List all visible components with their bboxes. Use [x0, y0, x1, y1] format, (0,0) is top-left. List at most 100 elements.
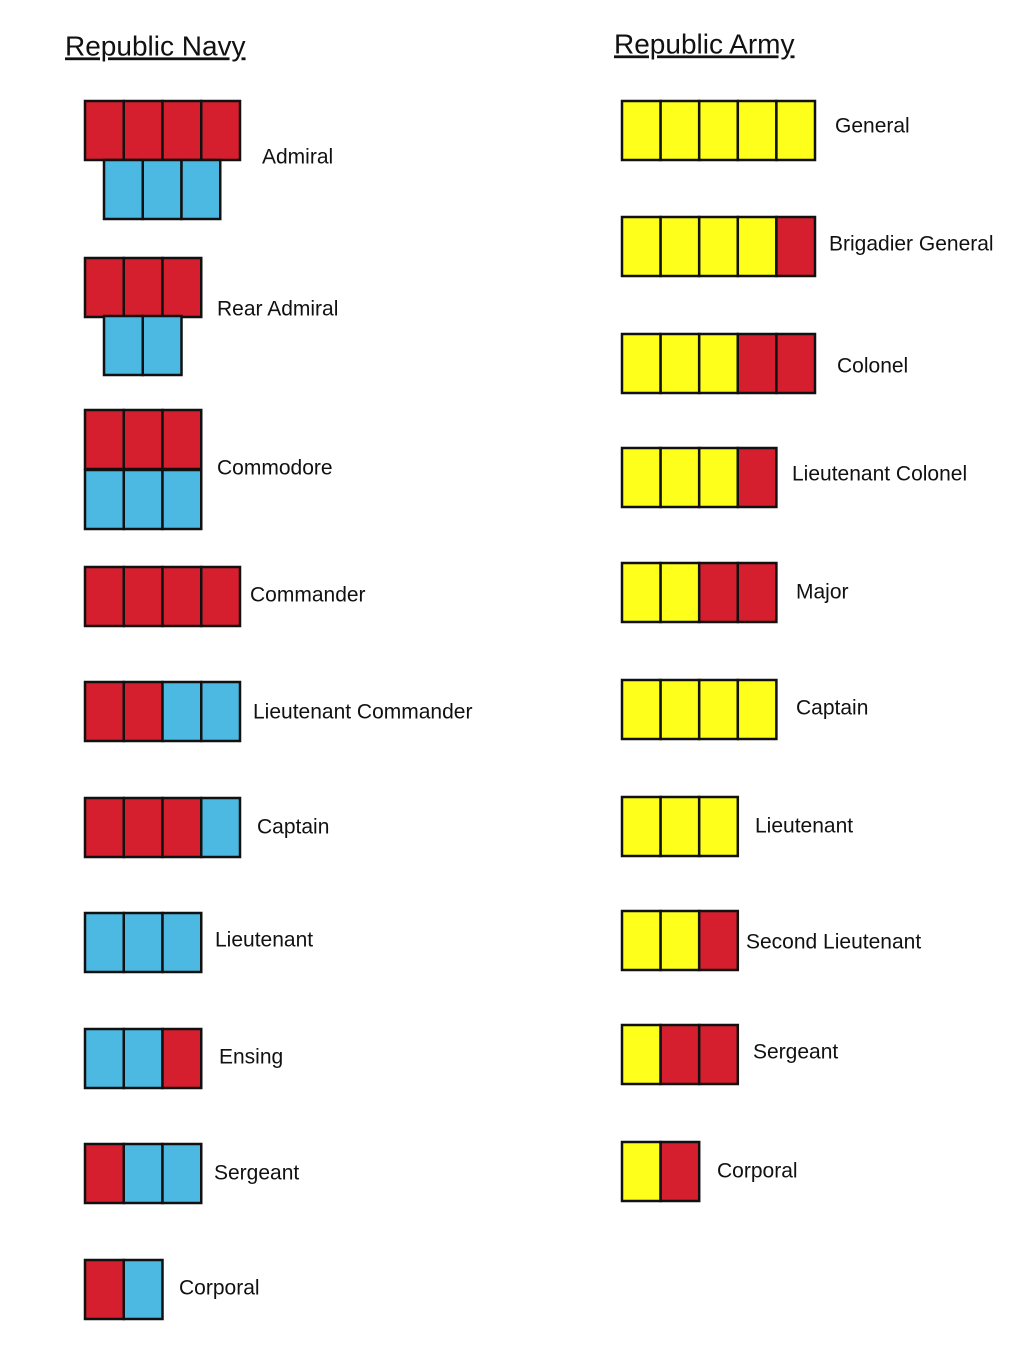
insignia-cell: [83, 99, 125, 162]
rank-label: Rear Admiral: [217, 298, 338, 321]
insignia-cell: [83, 1142, 125, 1205]
insignia-cell: [200, 796, 242, 859]
insignia-cell: [122, 911, 164, 974]
insignia-cell: [659, 1023, 701, 1086]
insignia-cell: [775, 332, 817, 395]
insignia-cell: [659, 332, 701, 395]
rank-label: Sergeant: [753, 1041, 838, 1064]
insignia-cell: [141, 314, 183, 377]
insignia-cell: [736, 561, 778, 624]
insignia-cell: [83, 565, 125, 628]
insignia-cell: [161, 1142, 203, 1205]
insignia-cell: [697, 1023, 740, 1086]
insignia-cell: [122, 1258, 164, 1321]
insignia-cell: [659, 446, 701, 509]
insignia-cell: [200, 99, 242, 162]
insignia-cell: [122, 256, 164, 319]
insignia-cell: [83, 256, 125, 319]
insignia-cell: [620, 332, 662, 395]
insignia-cell: [83, 468, 125, 531]
rank-label: Corporal: [717, 1160, 798, 1183]
insignia-cell: [620, 99, 662, 162]
insignia-cell: [180, 158, 222, 221]
rank-label: Sergeant: [214, 1162, 299, 1185]
insignia-cell: [697, 561, 740, 624]
insignia-cell: [697, 909, 740, 972]
rank-label: General: [835, 115, 910, 138]
insignia-cell: [83, 911, 125, 974]
rank-label: Brigadier General: [829, 233, 994, 256]
insignia-cell: [736, 678, 778, 741]
insignia-cell: [697, 332, 740, 395]
insignia-cell: [736, 99, 778, 162]
insignia-cell: [141, 158, 183, 221]
insignia-cell: [736, 332, 778, 395]
rank-label: Captain: [257, 816, 329, 839]
insignia-cell: [122, 680, 164, 743]
insignia-cell: [620, 215, 662, 278]
insignia-cell: [122, 99, 164, 162]
insignia-cell: [161, 911, 203, 974]
insignia-cell: [659, 795, 701, 858]
insignia-cell: [620, 1023, 662, 1086]
rank-label: Lieutenant: [215, 929, 313, 952]
rank-label: Major: [796, 581, 849, 604]
insignia-cell: [659, 909, 701, 972]
insignia-cell: [659, 678, 701, 741]
insignia-cell: [659, 1140, 701, 1203]
rank-label: Second Lieutenant: [746, 931, 921, 954]
rank-label: Admiral: [262, 146, 333, 169]
rank-label: Commodore: [217, 457, 333, 480]
insignia-cell: [161, 408, 203, 471]
insignia-cell: [659, 215, 701, 278]
insignia-cell: [83, 408, 125, 471]
army-title: Republic Army: [614, 28, 795, 59]
insignia-cell: [200, 565, 242, 628]
insignia-cell: [775, 215, 817, 278]
rank-label: Lieutenant: [755, 815, 853, 838]
insignia-cell: [161, 1027, 203, 1090]
insignia-cell: [620, 909, 662, 972]
insignia-cell: [736, 215, 778, 278]
insignia-cell: [122, 796, 164, 859]
insignia-cell: [697, 99, 740, 162]
insignia-cell: [102, 314, 144, 377]
insignia-cell: [659, 99, 701, 162]
insignia-cell: [775, 99, 817, 162]
rank-label: Captain: [796, 697, 868, 720]
insignia-cell: [161, 680, 203, 743]
insignia-cell: [697, 446, 740, 509]
rank-label: Ensing: [219, 1046, 283, 1069]
insignia-cell: [200, 680, 242, 743]
insignia-cell: [161, 468, 203, 531]
insignia-cell: [620, 561, 662, 624]
insignia-cell: [161, 565, 203, 628]
insignia-cell: [122, 1142, 164, 1205]
insignia-cell: [697, 678, 740, 741]
rank-label: Lieutenant Commander: [253, 701, 472, 724]
insignia-cell: [83, 1027, 125, 1090]
insignia-cell: [161, 99, 203, 162]
insignia-cell: [122, 1027, 164, 1090]
insignia-cell: [736, 446, 778, 509]
rank-label: Corporal: [179, 1277, 260, 1300]
insignia-cell: [697, 795, 740, 858]
insignia-cell: [122, 565, 164, 628]
navy-title: Republic Navy: [65, 30, 246, 61]
insignia-cell: [102, 158, 144, 221]
insignia-cell: [83, 796, 125, 859]
rank-label: Lieutenant Colonel: [792, 463, 967, 486]
insignia-cell: [161, 256, 203, 319]
insignia-cell: [83, 1258, 125, 1321]
insignia-cell: [161, 796, 203, 859]
rank-label: Commander: [250, 584, 366, 607]
insignia-cell: [620, 446, 662, 509]
insignia-cell: [697, 215, 740, 278]
insignia-cell: [620, 795, 662, 858]
rank-label: Colonel: [837, 355, 908, 378]
insignia-cell: [83, 680, 125, 743]
insignia-cell: [620, 1140, 662, 1203]
insignia-cell: [659, 561, 701, 624]
